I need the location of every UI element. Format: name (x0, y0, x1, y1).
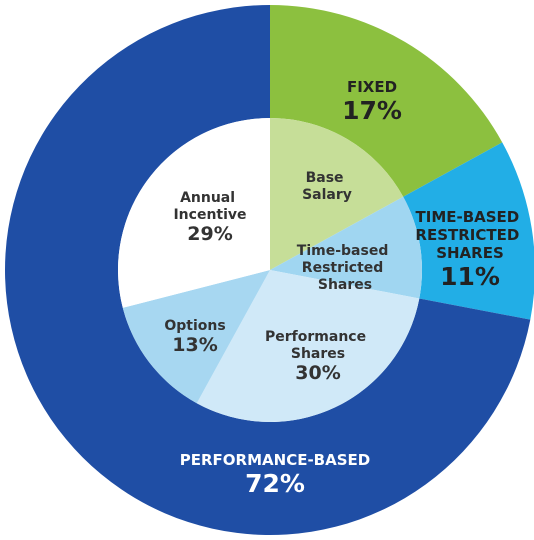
slice (270, 5, 503, 197)
value-label: 30% (295, 362, 340, 384)
value-label: 29% (187, 223, 232, 245)
slice (5, 5, 531, 535)
slice (122, 270, 270, 404)
slice (270, 118, 404, 270)
slice-label: PERFORMANCE-BASED (180, 451, 370, 469)
outer-ring (5, 5, 534, 535)
value-label: 13% (172, 334, 217, 356)
slice-label: Base Salary (302, 170, 352, 203)
slice-label: Options (164, 318, 225, 334)
value-label: 72% (245, 469, 305, 498)
slice-label: Annual Incentive (173, 190, 246, 223)
slice-label: Time-based Restricted Shares (297, 243, 393, 293)
slice-label: FIXED (347, 78, 397, 96)
slice (196, 270, 420, 422)
value-label: 11% (440, 262, 500, 291)
slice (118, 117, 270, 308)
slice-label: TIME-BASED RESTRICTED SHARES (415, 208, 524, 262)
value-label: 17% (342, 96, 402, 125)
inner-pie (118, 117, 422, 422)
slice (270, 196, 422, 299)
slice-label: Performance Shares (265, 329, 371, 362)
slice (403, 142, 534, 320)
